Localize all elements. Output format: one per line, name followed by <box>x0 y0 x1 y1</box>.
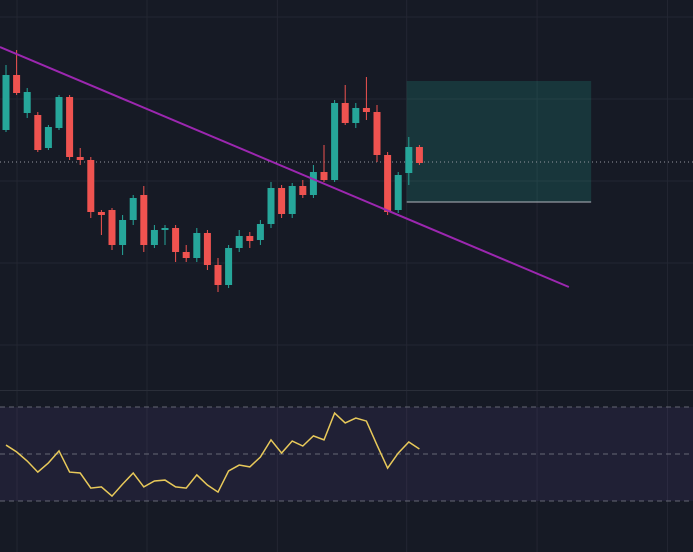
candle-body <box>341 103 349 123</box>
candle-body <box>76 157 84 160</box>
candle-body <box>214 265 222 285</box>
candle-body <box>193 233 201 258</box>
candle-body <box>182 252 190 258</box>
rsi-line <box>5 411 420 498</box>
candle-body <box>288 186 296 214</box>
candle-body <box>2 75 10 130</box>
candle-body <box>415 147 423 163</box>
candle-body <box>55 97 63 128</box>
candle-body <box>203 233 211 265</box>
candle-body <box>278 188 286 214</box>
candle-body <box>34 115 42 150</box>
candle-body <box>44 127 52 148</box>
position-box <box>406 81 592 202</box>
trendline <box>0 46 570 288</box>
candle-body <box>405 147 413 173</box>
candle-body <box>140 195 148 245</box>
candle-body <box>161 228 169 230</box>
candle-body <box>394 175 402 210</box>
candle-body <box>108 210 116 245</box>
candle-body <box>172 228 180 252</box>
candle-body <box>150 230 158 245</box>
candle-body <box>23 92 31 113</box>
candle-body <box>267 188 275 224</box>
candle-body <box>13 75 21 93</box>
candle-body <box>225 248 233 285</box>
candle-body <box>256 224 264 240</box>
candle-body <box>320 172 328 180</box>
candle-body <box>331 103 339 180</box>
candle-body <box>352 108 360 123</box>
candle-body <box>246 236 254 241</box>
candle-body <box>235 236 243 248</box>
candle-body <box>87 160 95 212</box>
candle-body <box>97 212 105 215</box>
candle-body <box>362 108 370 112</box>
candle-body <box>119 220 127 245</box>
candle-body <box>66 97 74 157</box>
candle-body <box>309 172 317 195</box>
candle-body <box>373 112 381 155</box>
candle-body <box>129 198 137 220</box>
candle-body <box>384 155 392 212</box>
candle-body <box>299 186 307 195</box>
